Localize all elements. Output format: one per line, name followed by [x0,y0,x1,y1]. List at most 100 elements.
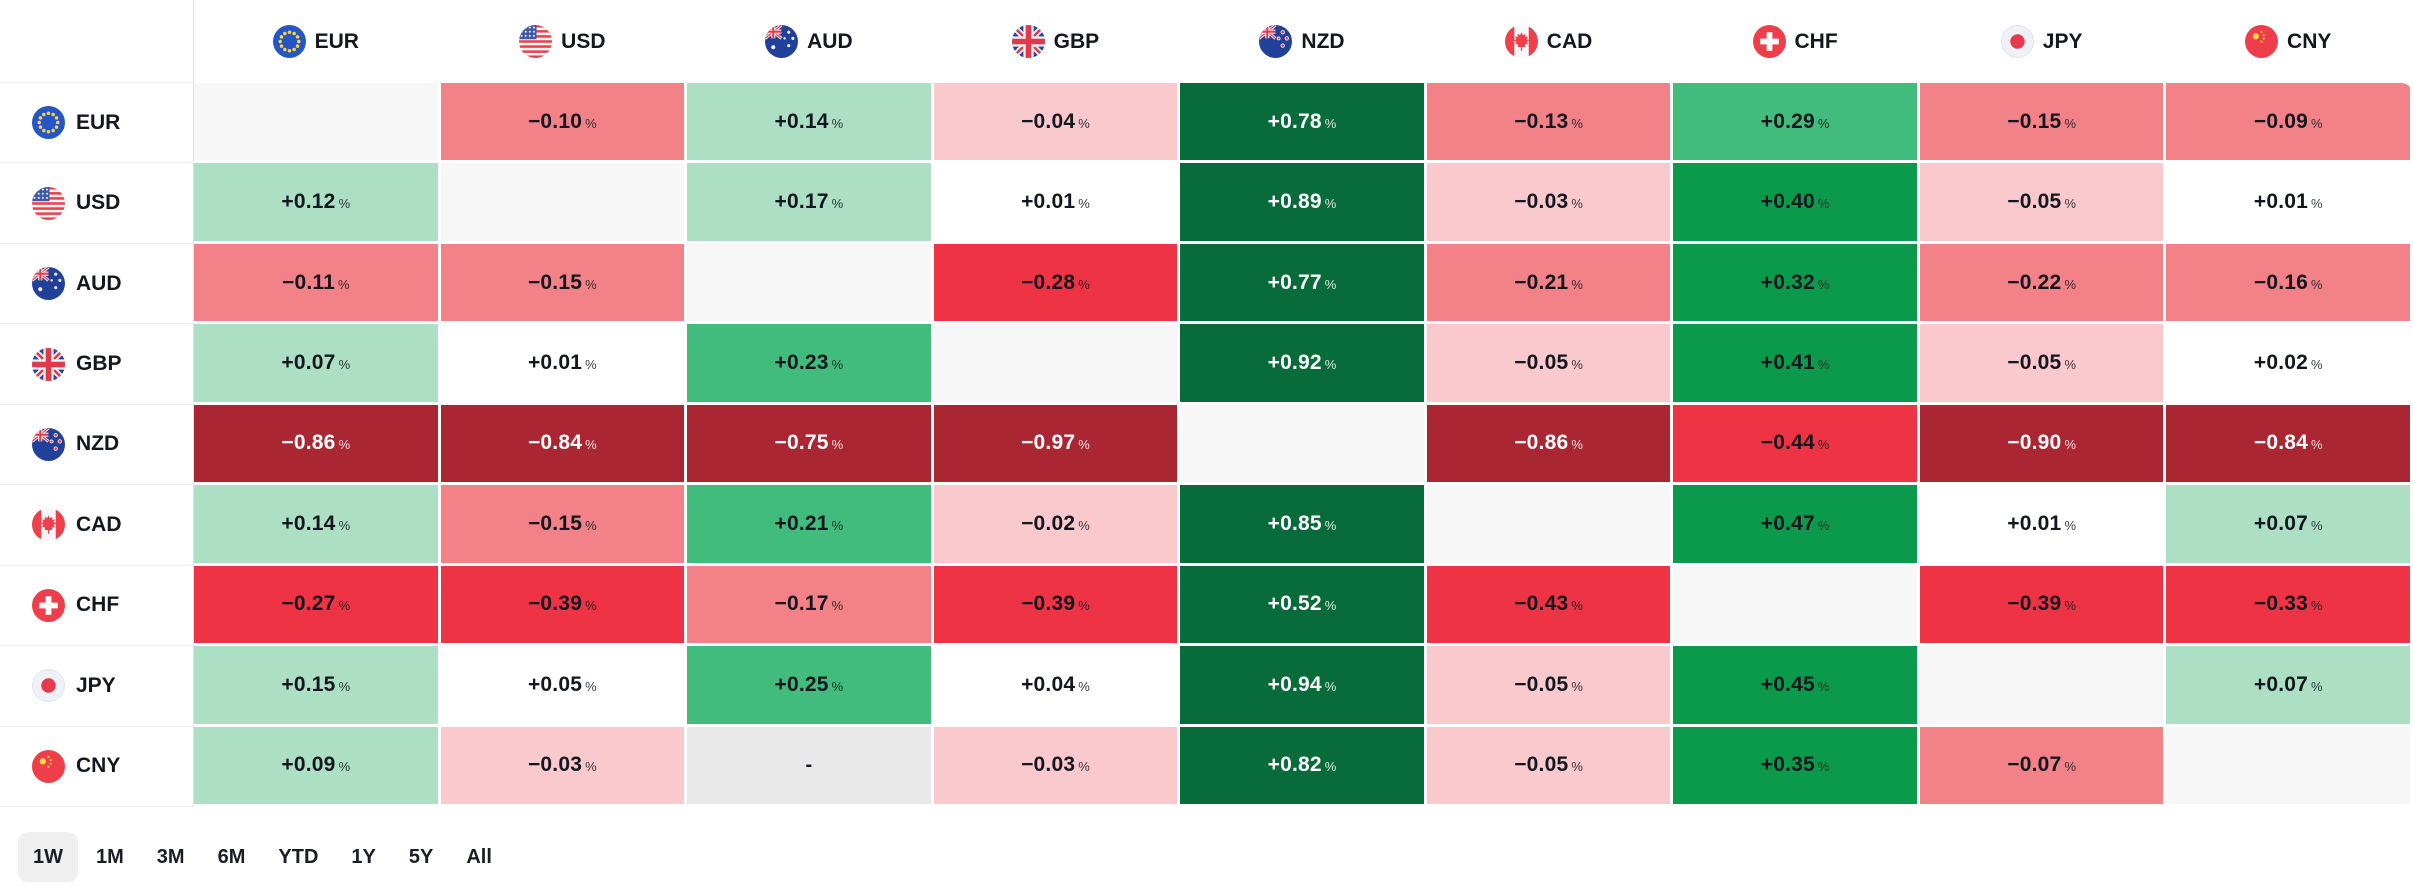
cell-usd-chf[interactable]: +0.40% [1673,163,1920,244]
row-header-jpy: JPY [0,646,193,727]
cell-cny-nzd[interactable]: +0.82% [1180,726,1427,807]
cell-gbp-chf[interactable]: +0.41% [1673,324,1920,405]
cell-gbp-aud[interactable]: +0.23% [687,324,934,405]
cell-gbp-jpy[interactable]: −0.05% [1919,324,2167,405]
cell-eur-chf[interactable]: +0.29% [1673,83,1920,164]
cell-jpy-usd[interactable]: +0.05% [440,646,688,727]
cell-chf-nzd[interactable]: +0.52% [1180,565,1427,647]
cell-cad-cny[interactable]: +0.07% [2166,485,2413,566]
currency-code-label: CNY [76,754,121,778]
timeframe-ytd-button[interactable]: YTD [263,832,333,882]
cell-jpy-eur[interactable]: +0.15% [194,646,441,727]
col-header-eur: EUR [194,0,441,83]
cell-jpy-nzd[interactable]: +0.94% [1180,646,1427,727]
cell-cny-eur[interactable]: +0.09% [194,726,441,807]
cell-jpy-cad[interactable]: −0.05% [1426,646,1674,727]
cell-eur-cad[interactable]: −0.13% [1426,83,1674,164]
col-header-gbp: GBP [933,0,1181,83]
cell-chf-aud[interactable]: −0.17% [687,565,934,647]
cell-eur-usd[interactable]: −0.10% [440,83,688,164]
cell-jpy-cny[interactable]: +0.07% [2166,646,2413,727]
cell-aud-nzd[interactable]: +0.77% [1180,243,1427,325]
cell-gbp-cad[interactable]: −0.05% [1426,324,1674,405]
timeframe-all-button[interactable]: All [451,832,507,882]
cell-gbp-nzd[interactable]: +0.92% [1180,324,1427,405]
cell-cad-jpy[interactable]: +0.01% [1919,485,2167,566]
cell-cad-gbp[interactable]: −0.02% [933,485,1181,566]
cell-eur-nzd[interactable]: +0.78% [1180,83,1427,164]
cell-usd-aud[interactable]: +0.17% [687,163,934,244]
aud-flag-icon [765,25,799,58]
cell-chf-usd[interactable]: −0.39% [440,565,688,647]
cell-aud-chf[interactable]: +0.32% [1673,243,1920,325]
cell-nzd-chf[interactable]: −0.44% [1673,404,1920,486]
cell-jpy-aud[interactable]: +0.25% [687,646,934,727]
cell-nzd-jpy[interactable]: −0.90% [1919,404,2167,486]
cell-cad-usd[interactable]: −0.15% [440,485,688,566]
cell-eur-gbp[interactable]: −0.04% [933,83,1181,164]
cell-cad-chf[interactable]: +0.47% [1673,485,1920,566]
cell-nzd-cny[interactable]: −0.84% [2166,404,2413,486]
cell-usd-gbp[interactable]: +0.01% [933,163,1181,244]
cell-chf-eur[interactable]: −0.27% [194,565,441,647]
timeframe-1w-button[interactable]: 1W [18,832,78,882]
col-header-jpy: JPY [1919,0,2167,83]
cell-nzd-aud[interactable]: −0.75% [687,404,934,486]
cell-usd-eur[interactable]: +0.12% [194,163,441,244]
cell-chf-cny[interactable]: −0.33% [2166,565,2413,647]
row-header-aud: AUD [0,243,193,325]
cell-jpy-chf[interactable]: +0.45% [1673,646,1920,727]
timeframe-3m-button[interactable]: 3M [142,832,200,882]
column-headers-row: EUR USD AUD GBP NZD CAD CHF JPY CNY [194,0,2413,83]
timeframe-6m-button[interactable]: 6M [203,832,261,882]
cell-aud-cad[interactable]: −0.21% [1426,243,1674,325]
cell-nzd-cad[interactable]: −0.86% [1426,404,1674,486]
cell-cny-cny [2166,726,2413,807]
cell-nzd-usd[interactable]: −0.84% [440,404,688,486]
cell-eur-cny[interactable]: −0.09% [2166,83,2413,164]
col-header-aud: AUD [687,0,934,83]
cell-aud-gbp[interactable]: −0.28% [933,243,1181,325]
cell-cny-chf[interactable]: +0.35% [1673,726,1920,807]
cad-flag-icon [32,508,65,542]
cell-gbp-cny[interactable]: +0.02% [2166,324,2413,405]
cell-cny-aud[interactable]: - [687,726,934,807]
cell-cny-usd[interactable]: −0.03% [440,726,688,807]
cell-jpy-gbp[interactable]: +0.04% [933,646,1181,727]
cell-cad-eur[interactable]: +0.14% [194,485,441,566]
cell-eur-jpy[interactable]: −0.15% [1919,83,2167,164]
cell-usd-jpy[interactable]: −0.05% [1919,163,2167,244]
cell-cny-cad[interactable]: −0.05% [1426,726,1674,807]
cell-cad-aud[interactable]: +0.21% [687,485,934,566]
cell-aud-eur[interactable]: −0.11% [194,243,441,325]
cell-chf-gbp[interactable]: −0.39% [933,565,1181,647]
cell-usd-cad[interactable]: −0.03% [1426,163,1674,244]
cell-cny-gbp[interactable]: −0.03% [933,726,1181,807]
cell-usd-cny[interactable]: +0.01% [2166,163,2413,244]
gbp-flag-icon [1011,25,1045,58]
cell-aud-jpy[interactable]: −0.22% [1919,243,2167,325]
nzd-flag-icon [1259,25,1293,58]
cell-aud-cny[interactable]: −0.16% [2166,243,2413,325]
currency-code-label: CAD [1546,29,1593,53]
cell-nzd-eur[interactable]: −0.86% [194,404,441,486]
timeframe-1m-button[interactable]: 1M [81,832,139,882]
currency-code-label: NZD [76,432,120,456]
cell-eur-aud[interactable]: +0.14% [687,83,934,164]
cell-nzd-nzd [1180,404,1427,486]
cell-usd-nzd[interactable]: +0.89% [1180,163,1427,244]
cell-gbp-eur[interactable]: +0.07% [194,324,441,405]
cell-cny-jpy[interactable]: −0.07% [1919,726,2167,807]
cell-nzd-gbp[interactable]: −0.97% [933,404,1181,486]
cell-cad-nzd[interactable]: +0.85% [1180,485,1427,566]
currency-code-label: EUR [314,29,359,53]
cell-aud-usd[interactable]: −0.15% [440,243,688,325]
row-header-cad: CAD [0,485,193,566]
col-header-chf: CHF [1673,0,1920,83]
cell-chf-cad[interactable]: −0.43% [1426,565,1674,647]
timeframe-5y-button[interactable]: 5Y [394,832,448,882]
cell-gbp-usd[interactable]: +0.01% [440,324,688,405]
timeframe-1y-button[interactable]: 1Y [336,832,390,882]
cell-chf-jpy[interactable]: −0.39% [1919,565,2167,647]
